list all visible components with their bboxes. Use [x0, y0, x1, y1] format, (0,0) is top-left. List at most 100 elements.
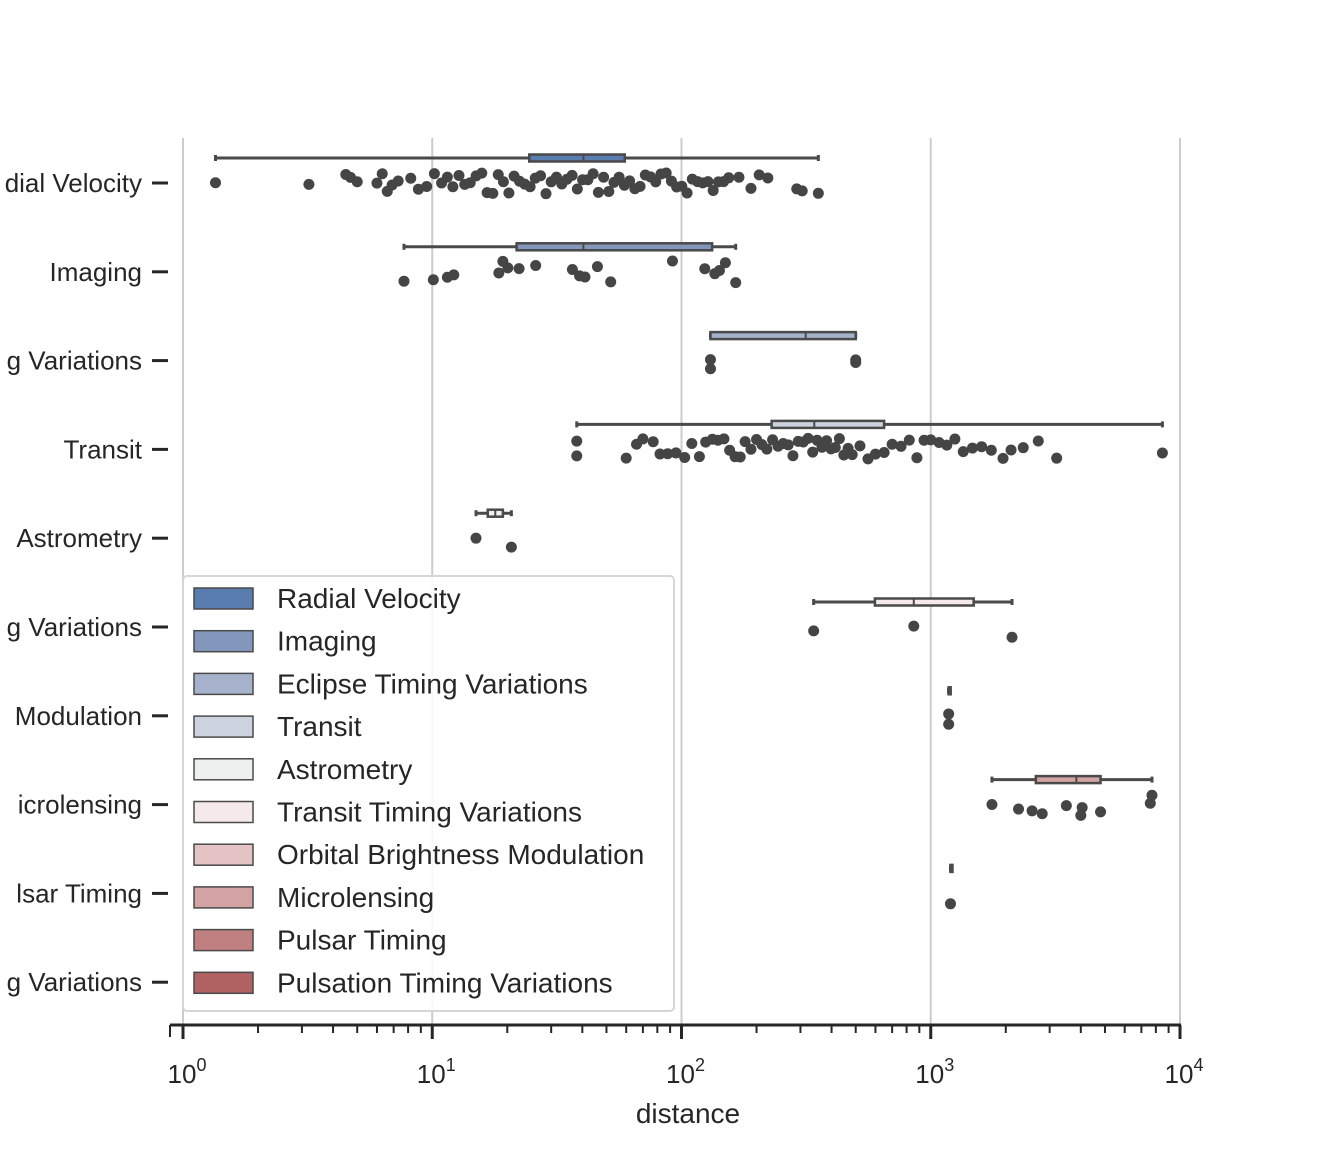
point-0-45 [603, 185, 615, 197]
point-2-3 [850, 354, 862, 366]
legend: Radial Velocity Imaging Eclipse Timing Var… [182, 575, 675, 1012]
point-8-0 [944, 898, 956, 910]
point-0-71 [753, 169, 765, 181]
box-iqr [515, 242, 714, 252]
box-iqr [1034, 774, 1102, 785]
x-tick-label-2: 102 [666, 1055, 705, 1089]
point-0-44 [598, 171, 610, 183]
point-6-1 [943, 708, 955, 720]
point-3-11 [693, 451, 705, 463]
point-2-1 [704, 363, 716, 375]
point-1-17 [713, 265, 725, 277]
point-0-42 [587, 168, 599, 180]
box-6 [947, 686, 952, 696]
point-3-45 [878, 446, 890, 458]
point-3-53 [941, 439, 953, 451]
point-3-62 [1032, 435, 1044, 447]
point-3-2 [620, 452, 632, 464]
point-3-6 [654, 448, 666, 460]
y-axis: dial Velocity Imaging g Variations Transit A… [5, 168, 168, 997]
point-0-72 [762, 172, 774, 184]
point-0-69 [733, 171, 745, 183]
point-0-75 [812, 187, 824, 199]
point-3-8 [670, 447, 682, 459]
point-0-39 [571, 183, 583, 195]
box-iqr [770, 419, 886, 430]
legend-label-6: Orbital Brightness Modulation [277, 839, 644, 870]
box-iqr [527, 153, 627, 163]
point-0-13 [428, 168, 440, 180]
point-3-49 [911, 452, 923, 464]
point-0-21 [476, 167, 488, 179]
point-0-49 [624, 175, 636, 187]
point-7-1 [1013, 803, 1025, 815]
legend-swatch-5 [193, 800, 254, 824]
point-3-63 [1051, 452, 1063, 464]
point-3-59 [997, 452, 1009, 464]
point-0-60 [681, 187, 693, 199]
point-3-32 [807, 446, 819, 458]
point-3-57 [976, 441, 988, 453]
point-1-0 [398, 275, 410, 287]
y-tick-label-2: g Variations [7, 346, 142, 376]
point-0-9 [392, 175, 404, 187]
point-1-1 [427, 274, 439, 286]
point-1-6 [502, 262, 514, 274]
point-7-2 [1026, 805, 1038, 817]
point-0-4 [351, 176, 363, 188]
point-3-10 [686, 437, 698, 449]
point-0-38 [566, 169, 578, 181]
legend-label-8: Pulsar Timing [277, 925, 447, 956]
point-3-38 [833, 433, 845, 445]
x-tick-label-1: 101 [417, 1055, 456, 1089]
point-0-47 [613, 171, 625, 183]
point-0-17 [453, 169, 465, 181]
y-tick-label-1: Imaging [50, 257, 143, 287]
box-0 [213, 153, 820, 163]
point-0-12 [421, 180, 433, 192]
point-3-1 [571, 450, 583, 462]
point-7-6 [1076, 802, 1088, 814]
point-7-4 [1060, 800, 1072, 812]
y-tick-label-3: Transit [64, 434, 143, 464]
point-3-48 [903, 434, 915, 446]
legend-label-4: Astrometry [277, 754, 412, 785]
point-0-25 [497, 176, 509, 188]
box-4 [474, 508, 513, 518]
y-tick-label-4: Astrometry [16, 523, 142, 553]
point-3-41 [846, 449, 858, 461]
point-0-32 [535, 170, 547, 182]
point-0-54 [650, 176, 662, 188]
point-1-12 [591, 261, 603, 273]
point-0-65 [707, 184, 719, 196]
point-0-56 [660, 167, 672, 179]
point-0-33 [540, 188, 552, 200]
point-3-55 [957, 446, 969, 458]
point-0-51 [634, 180, 646, 192]
point-5-1 [908, 620, 920, 632]
point-0-30 [524, 181, 536, 193]
point-3-23 [761, 443, 773, 455]
point-0-6 [376, 168, 388, 180]
box-7 [990, 774, 1154, 785]
point-2-0 [704, 354, 716, 366]
point-0-10 [405, 172, 417, 184]
point-1-9 [566, 263, 578, 275]
y-tick-label-6: Modulation [15, 701, 142, 731]
legend-swatch-9 [193, 971, 254, 995]
legend-label-3: Transit [277, 711, 362, 742]
box-plots [213, 153, 1164, 874]
point-3-54 [949, 433, 961, 445]
point-1-13 [605, 276, 617, 288]
point-3-19 [739, 436, 751, 448]
point-0-70 [745, 182, 757, 194]
point-0-0 [209, 177, 221, 189]
box-iqr [709, 330, 857, 341]
legend-label-0: Radial Velocity [277, 583, 461, 614]
legend-label-7: Microlensing [277, 882, 434, 913]
point-3-0 [571, 435, 583, 447]
point-1-4 [493, 267, 505, 279]
point-1-3 [448, 269, 460, 281]
point-0-1 [303, 178, 315, 190]
x-tick-label-4: 104 [1165, 1055, 1204, 1089]
